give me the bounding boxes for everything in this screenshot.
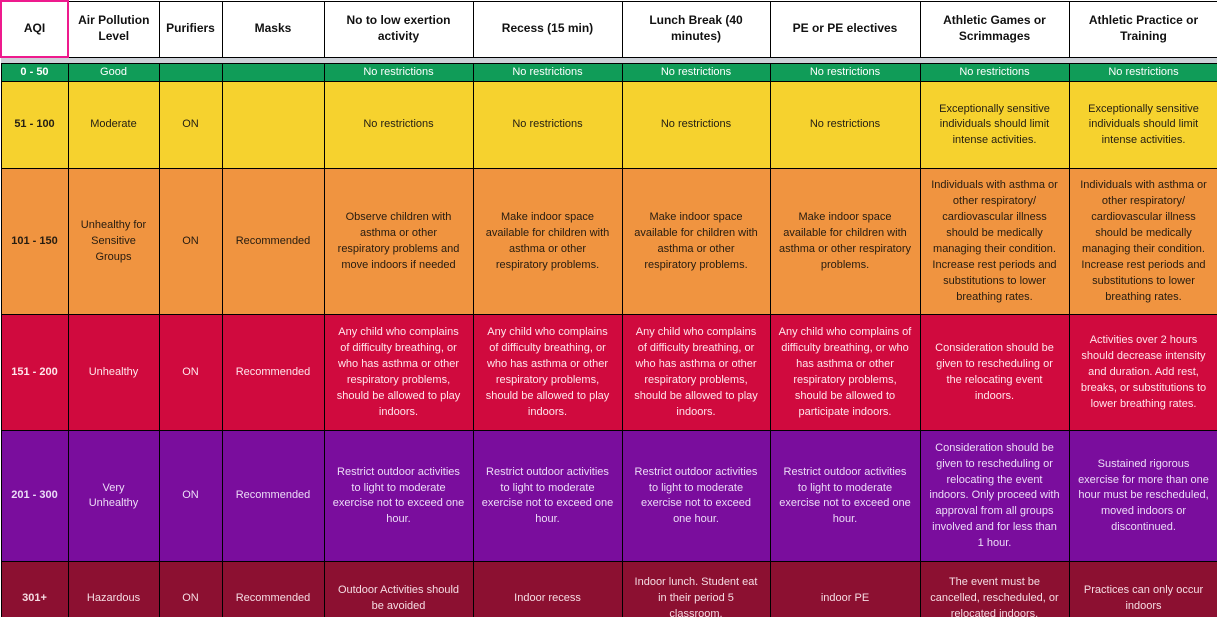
- cell-moderate-no-to-low-exertion[interactable]: No restrictions: [323, 81, 474, 170]
- column-header-athletic-practice[interactable]: Athletic Practice or Training: [1068, 0, 1217, 58]
- header-row: AQI Air Pollution Level Purifiers Masks No t…: [0, 0, 1217, 58]
- cell-hazardous-purifiers[interactable]: ON: [158, 561, 223, 617]
- column-header-recess[interactable]: Recess (15 min): [472, 0, 623, 58]
- selected-cell-column-header-aqi[interactable]: AQI: [0, 0, 69, 58]
- cell-moderate-athletic-practice[interactable]: Exceptionally sensitive individuals shou…: [1068, 81, 1217, 170]
- cell-very-unhealthy-lunch-break[interactable]: Restrict outdoor activities to light to …: [621, 430, 771, 563]
- cell-very-unhealthy-athletic-games[interactable]: Consideration should be given to resched…: [919, 430, 1070, 563]
- cell-moderate-recess[interactable]: No restrictions: [472, 81, 623, 170]
- cell-moderate-masks[interactable]: [221, 81, 325, 170]
- cell-good-lunch-break[interactable]: No restrictions: [621, 62, 771, 83]
- column-header-masks[interactable]: Masks: [221, 0, 325, 58]
- cell-unhealthy-purifiers[interactable]: ON: [158, 314, 223, 432]
- cell-good-masks[interactable]: [221, 62, 325, 83]
- cell-good-aqi[interactable]: 0 - 50: [0, 62, 69, 83]
- cell-very-unhealthy-masks[interactable]: Recommended: [221, 430, 325, 563]
- cell-good-air-pollution-level[interactable]: Good: [67, 62, 160, 83]
- cell-very-unhealthy-pe[interactable]: Restrict outdoor activities to light to …: [769, 430, 921, 563]
- cell-hazardous-athletic-games[interactable]: The event must be cancelled, rescheduled…: [919, 561, 1070, 617]
- cell-moderate-pe[interactable]: No restrictions: [769, 81, 921, 170]
- row-unhealthy: 151 - 200 Unhealthy ON Recommended Any child…: [0, 314, 1217, 432]
- frozen-row-divider-strip: [1, 57, 1217, 63]
- cell-hazardous-lunch-break[interactable]: Indoor lunch. Student eat in their perio…: [621, 561, 771, 617]
- cell-unhealthy-athletic-practice[interactable]: Activities over 2 hours should decrease …: [1068, 314, 1217, 432]
- cell-unhealthy-lunch-break[interactable]: Any child who complains of difficulty br…: [621, 314, 771, 432]
- cell-moderate-air-pollution-level[interactable]: Moderate: [67, 81, 160, 170]
- cell-very-unhealthy-athletic-practice[interactable]: Sustained rigorous exercise for more tha…: [1068, 430, 1217, 563]
- cell-unhealthy-sensitive-athletic-games[interactable]: Individuals with asthma or other respira…: [919, 168, 1070, 316]
- column-header-pe[interactable]: PE or PE electives: [769, 0, 921, 58]
- cell-unhealthy-sensitive-no-to-low-exertion[interactable]: Observe children with asthma or other re…: [323, 168, 474, 316]
- cell-hazardous-athletic-practice[interactable]: Practices can only occur indoors: [1068, 561, 1217, 617]
- cell-very-unhealthy-recess[interactable]: Restrict outdoor activities to light to …: [472, 430, 623, 563]
- cell-very-unhealthy-aqi[interactable]: 201 - 300: [0, 430, 69, 563]
- cell-very-unhealthy-air-pollution-level[interactable]: Very Unhealthy: [67, 430, 160, 563]
- cell-moderate-purifiers[interactable]: ON: [158, 81, 223, 170]
- row-unhealthy-sensitive: 101 - 150 Unhealthy for Sensitive Groups O…: [0, 168, 1217, 316]
- cell-very-unhealthy-no-to-low-exertion[interactable]: Restrict outdoor activities to light to …: [323, 430, 474, 563]
- cell-unhealthy-sensitive-purifiers[interactable]: ON: [158, 168, 223, 316]
- column-header-lunch-break[interactable]: Lunch Break (40 minutes): [621, 0, 771, 58]
- cell-hazardous-air-pollution-level[interactable]: Hazardous: [67, 561, 160, 617]
- row-good: 0 - 50 Good No restrictions No restrictions…: [0, 62, 1217, 83]
- cell-unhealthy-sensitive-masks[interactable]: Recommended: [221, 168, 325, 316]
- cell-hazardous-no-to-low-exertion[interactable]: Outdoor Activities should be avoided: [323, 561, 474, 617]
- cell-unhealthy-recess[interactable]: Any child who complains of difficulty br…: [472, 314, 623, 432]
- cell-good-no-to-low-exertion[interactable]: No restrictions: [323, 62, 474, 83]
- cell-hazardous-aqi[interactable]: 301+: [0, 561, 69, 617]
- cell-unhealthy-air-pollution-level[interactable]: Unhealthy: [67, 314, 160, 432]
- cell-hazardous-pe[interactable]: indoor PE: [769, 561, 921, 617]
- cell-good-purifiers[interactable]: [158, 62, 223, 83]
- column-header-no-to-low-exertion[interactable]: No to low exertion activity: [323, 0, 474, 58]
- cell-unhealthy-sensitive-pe[interactable]: Make indoor space available for children…: [769, 168, 921, 316]
- row-moderate: 51 - 100 Moderate ON No restrictions No rest…: [0, 81, 1217, 170]
- cell-unhealthy-sensitive-air-pollution-level[interactable]: Unhealthy for Sensitive Groups: [67, 168, 160, 316]
- cell-unhealthy-sensitive-aqi[interactable]: 101 - 150: [0, 168, 69, 316]
- cell-good-pe[interactable]: No restrictions: [769, 62, 921, 83]
- cell-moderate-aqi[interactable]: 51 - 100: [0, 81, 69, 170]
- cell-unhealthy-pe[interactable]: Any child who complains of difficulty br…: [769, 314, 921, 432]
- cell-unhealthy-masks[interactable]: Recommended: [221, 314, 325, 432]
- cell-hazardous-recess[interactable]: Indoor recess: [472, 561, 623, 617]
- cell-unhealthy-aqi[interactable]: 151 - 200: [0, 314, 69, 432]
- cell-good-athletic-games[interactable]: No restrictions: [919, 62, 1070, 83]
- column-header-athletic-games[interactable]: Athletic Games or Scrimmages: [919, 0, 1070, 58]
- cell-moderate-athletic-games[interactable]: Exceptionally sensitive individuals shou…: [919, 81, 1070, 170]
- cell-unhealthy-sensitive-recess[interactable]: Make indoor space available for children…: [472, 168, 623, 316]
- cell-hazardous-masks[interactable]: Recommended: [221, 561, 325, 617]
- cell-unhealthy-athletic-games[interactable]: Consideration should be given to resched…: [919, 314, 1070, 432]
- cell-unhealthy-no-to-low-exertion[interactable]: Any child who complains of difficulty br…: [323, 314, 474, 432]
- table-body: 0 - 50 Good No restrictions No restrictions…: [0, 57, 1217, 617]
- row-hazardous: 301+ Hazardous ON Recommended Outdoor Activi…: [0, 561, 1217, 617]
- frozen-row-divider: [1, 57, 1217, 63]
- cell-good-recess[interactable]: No restrictions: [472, 62, 623, 83]
- cell-moderate-lunch-break[interactable]: No restrictions: [621, 81, 771, 170]
- cell-unhealthy-sensitive-lunch-break[interactable]: Make indoor space available for children…: [621, 168, 771, 316]
- cell-unhealthy-sensitive-athletic-practice[interactable]: Individuals with asthma or other respira…: [1068, 168, 1217, 316]
- cell-very-unhealthy-purifiers[interactable]: ON: [158, 430, 223, 563]
- cell-good-athletic-practice[interactable]: No restrictions: [1068, 62, 1217, 83]
- column-header-air-pollution-level[interactable]: Air Pollution Level: [67, 0, 160, 58]
- column-header-purifiers[interactable]: Purifiers: [158, 0, 223, 58]
- row-very-unhealthy: 201 - 300 Very Unhealthy ON Recommended Rest…: [0, 430, 1217, 563]
